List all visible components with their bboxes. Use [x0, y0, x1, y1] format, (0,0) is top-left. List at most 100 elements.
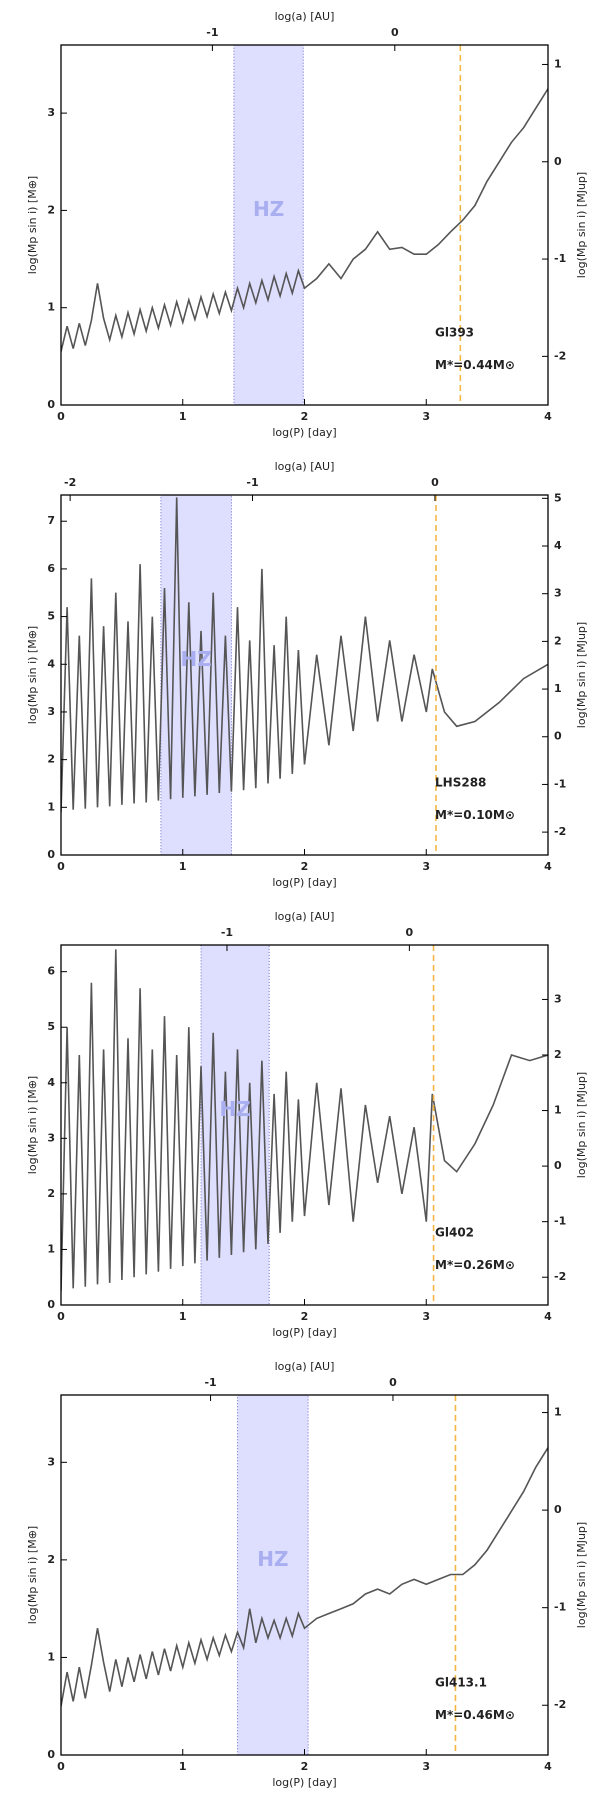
x-axis-label: log(P) [day] [272, 1326, 336, 1339]
star-name: LHS288 [435, 776, 486, 790]
hz-label: HZ [219, 1097, 250, 1121]
x-tick-label: 4 [544, 410, 552, 423]
y-tick-label: 0 [47, 1298, 55, 1311]
x-tick-label: 1 [179, 860, 187, 873]
x-tick-label: 2 [301, 860, 309, 873]
y2-axis-label: log(Mp sin i) [MJup] [575, 1522, 588, 1628]
y2-tick-label: 2 [554, 634, 562, 647]
y-tick-label: 0 [47, 848, 55, 861]
y2-tick-label: -1 [554, 1215, 566, 1228]
y-tick-label: 2 [47, 203, 55, 216]
y-tick-label: 5 [47, 1020, 55, 1033]
hz-label: HZ [257, 1547, 288, 1571]
y-tick-label: 7 [47, 514, 55, 527]
y2-tick-label: -2 [554, 1698, 566, 1711]
y2-axis-label: log(Mp sin i) [MJup] [575, 1072, 588, 1178]
x-tick-label: 0 [57, 1760, 65, 1773]
x-tick-label: 4 [544, 1760, 552, 1773]
x2-axis-label: log(a) [AU] [275, 1360, 335, 1373]
x-axis-label: log(P) [day] [272, 426, 336, 439]
y-axis-label: log(Mp sin i) [M⊕] [26, 1526, 39, 1624]
x-tick-label: 4 [544, 860, 552, 873]
star-mass: M*=0.46M⊙ [435, 1708, 515, 1722]
star-mass: M*=0.10M⊙ [435, 808, 515, 822]
y-tick-label: 5 [47, 610, 55, 623]
y2-tick-label: 0 [554, 1159, 562, 1172]
hz-band [160, 494, 232, 856]
x-tick-label: 1 [179, 1760, 187, 1773]
x-tick-label: 3 [422, 860, 430, 873]
y-tick-label: 6 [47, 562, 55, 575]
x2-tick-label: 0 [431, 476, 439, 489]
y2-axis-label: log(Mp sin i) [MJup] [575, 172, 588, 278]
x2-tick-label: 0 [391, 26, 399, 39]
hz-band [237, 1394, 309, 1756]
y-axis-label: log(Mp sin i) [M⊕] [26, 626, 39, 724]
x-tick-label: 2 [301, 410, 309, 423]
y2-axis-label: log(Mp sin i) [MJup] [575, 622, 588, 728]
y-tick-label: 2 [47, 753, 55, 766]
x-tick-label: 3 [422, 410, 430, 423]
y-tick-label: 0 [47, 398, 55, 411]
hz-band [233, 44, 304, 406]
y-tick-label: 3 [47, 1131, 55, 1144]
star-name: Gl402 [435, 1226, 474, 1240]
star-name: Gl393 [435, 326, 474, 340]
y2-tick-label: 1 [554, 57, 562, 70]
y-tick-label: 6 [47, 965, 55, 978]
y2-tick-label: 1 [554, 1406, 562, 1419]
x2-tick-label: -1 [204, 1376, 216, 1389]
star-mass: M*=0.26M⊙ [435, 1258, 515, 1272]
y-tick-label: 2 [47, 1553, 55, 1566]
hz-label: HZ [181, 647, 212, 671]
y2-tick-label: 0 [554, 1503, 562, 1516]
y2-tick-label: -2 [554, 349, 566, 362]
x2-tick-label: 0 [389, 1376, 397, 1389]
x-axis-label: log(P) [day] [272, 876, 336, 889]
y2-tick-label: -2 [554, 825, 566, 838]
y-tick-label: 3 [47, 1455, 55, 1468]
y2-tick-label: 5 [554, 491, 562, 504]
y-tick-label: 0 [47, 1748, 55, 1761]
x-tick-label: 0 [57, 860, 65, 873]
x-axis-label: log(P) [day] [272, 1776, 336, 1789]
x2-tick-label: 0 [406, 926, 414, 939]
star-mass: M*=0.44M⊙ [435, 358, 515, 372]
x2-axis-label: log(a) [AU] [275, 460, 335, 473]
y-tick-label: 4 [47, 657, 55, 670]
x-tick-label: 1 [179, 410, 187, 423]
y2-tick-label: 3 [554, 992, 562, 1005]
x-tick-label: 2 [301, 1310, 309, 1323]
y-tick-label: 1 [47, 1650, 55, 1663]
y-axis-label: log(Mp sin i) [M⊕] [26, 1076, 39, 1174]
y-axis-label: log(Mp sin i) [M⊕] [26, 176, 39, 274]
y2-tick-label: 3 [554, 587, 562, 600]
y2-tick-label: 1 [554, 682, 562, 695]
x-tick-label: 3 [422, 1310, 430, 1323]
y-tick-label: 4 [47, 1076, 55, 1089]
data-line [61, 949, 548, 1292]
x2-tick-label: -1 [246, 476, 258, 489]
y-tick-label: 1 [47, 301, 55, 314]
y2-tick-label: 0 [554, 730, 562, 743]
data-line [61, 497, 548, 813]
x2-tick-label: -2 [64, 476, 76, 489]
y2-tick-label: 4 [554, 539, 562, 552]
y2-tick-label: -1 [554, 252, 566, 265]
x-tick-label: 1 [179, 1310, 187, 1323]
y-tick-label: 3 [47, 106, 55, 119]
x-tick-label: 3 [422, 1760, 430, 1773]
y2-tick-label: -1 [554, 777, 566, 790]
y2-tick-label: 2 [554, 1048, 562, 1061]
hz-label: HZ [253, 197, 284, 221]
y-tick-label: 1 [47, 800, 55, 813]
frame [60, 44, 549, 406]
x-tick-label: 4 [544, 1310, 552, 1323]
x2-axis-label: log(a) [AU] [275, 10, 335, 23]
x-tick-label: 2 [301, 1760, 309, 1773]
x-tick-label: 0 [57, 1310, 65, 1323]
y-tick-label: 3 [47, 705, 55, 718]
